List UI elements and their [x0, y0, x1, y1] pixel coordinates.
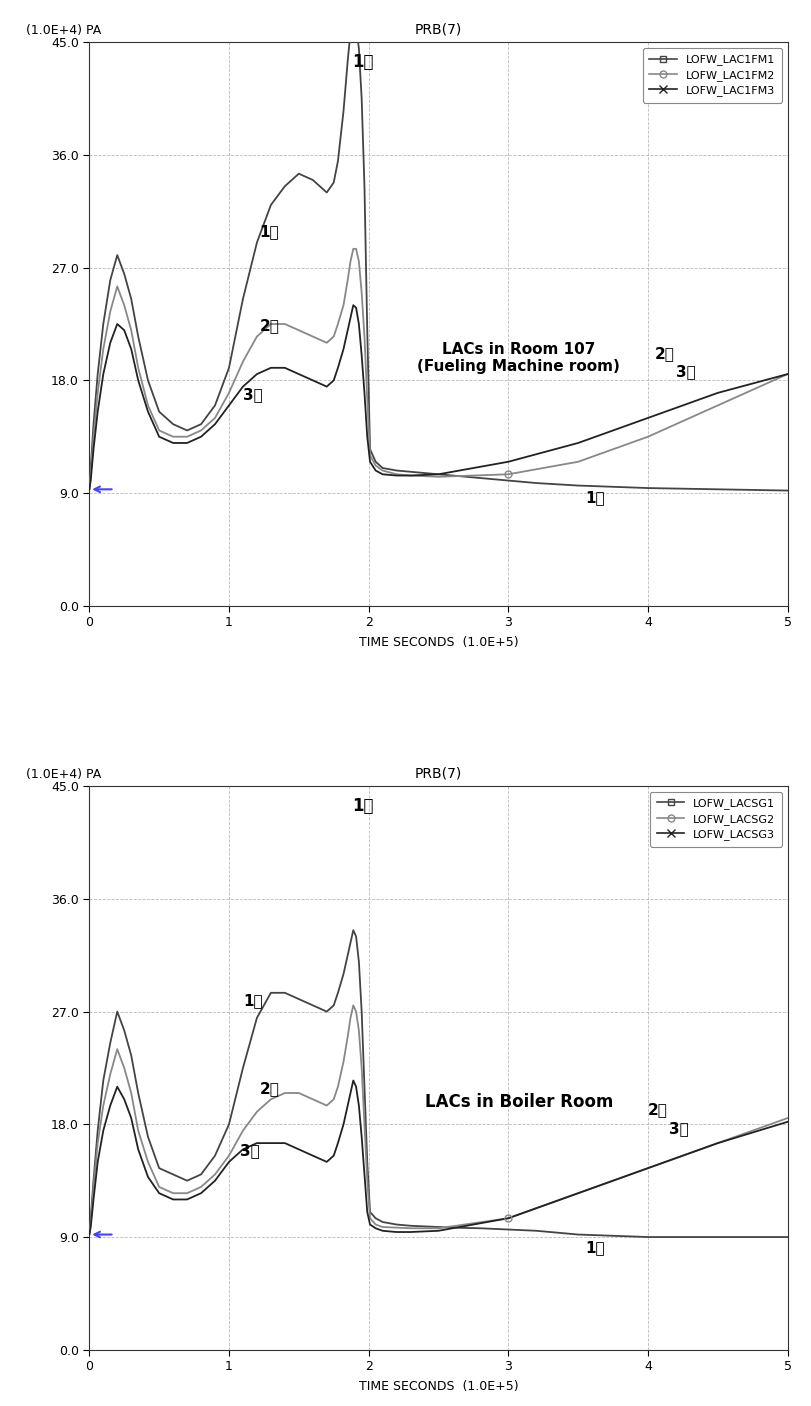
Legend: LOFW_LACSG1, LOFW_LACSG2, LOFW_LACSG3: LOFW_LACSG1, LOFW_LACSG2, LOFW_LACSG3	[649, 792, 781, 846]
Text: 2개: 2개	[260, 318, 279, 333]
Title: PRB(7): PRB(7)	[414, 766, 461, 780]
Text: 3개: 3개	[675, 364, 695, 380]
Text: 3개: 3개	[668, 1121, 688, 1136]
Text: 3개: 3개	[240, 1143, 260, 1159]
Text: 1개: 1개	[585, 489, 604, 505]
Text: (1.0E+4) PA: (1.0E+4) PA	[27, 24, 101, 37]
Text: 1개: 1개	[585, 1240, 604, 1256]
Text: 1개: 1개	[351, 53, 373, 72]
Text: 2개: 2개	[647, 1102, 667, 1118]
Text: 3개: 3개	[242, 387, 263, 402]
Title: PRB(7): PRB(7)	[414, 22, 461, 37]
X-axis label: TIME SECONDS  (1.0E+5): TIME SECONDS (1.0E+5)	[358, 1381, 517, 1393]
Text: LACs in Room 107
(Fueling Machine room): LACs in Room 107 (Fueling Machine room)	[417, 342, 620, 374]
X-axis label: TIME SECONDS  (1.0E+5): TIME SECONDS (1.0E+5)	[358, 636, 517, 650]
Text: 1개: 1개	[260, 225, 279, 239]
Text: (1.0E+4) PA: (1.0E+4) PA	[27, 768, 101, 780]
Legend: LOFW_LAC1FM1, LOFW_LAC1FM2, LOFW_LAC1FM3: LOFW_LAC1FM1, LOFW_LAC1FM2, LOFW_LAC1FM3	[642, 48, 781, 103]
Text: 2개: 2개	[260, 1081, 279, 1097]
Text: 1개: 1개	[242, 993, 262, 1008]
Text: 1개: 1개	[351, 797, 373, 815]
Text: 2개: 2개	[654, 346, 674, 361]
Text: LACs in Boiler Room: LACs in Boiler Room	[424, 1092, 612, 1111]
